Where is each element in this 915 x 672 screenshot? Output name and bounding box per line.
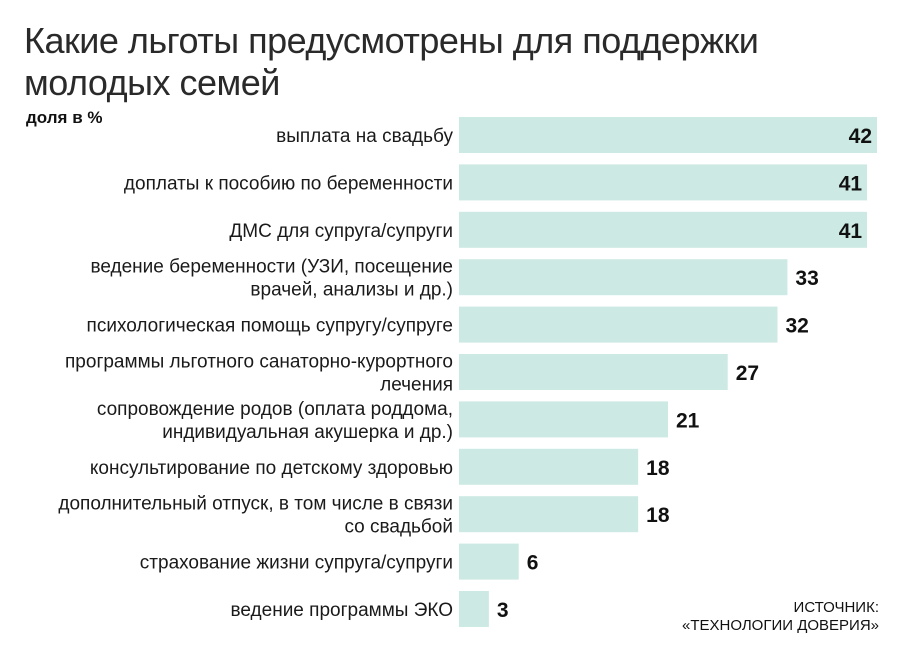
category-label-6: сопровождение родов (оплата роддома, инди…: [97, 399, 453, 443]
bar-3: [459, 259, 788, 296]
bar-4: [459, 306, 778, 343]
value-label-6: 21: [676, 409, 700, 432]
category-label-9: страхование жизни супруга/супруги: [140, 553, 453, 574]
value-label-8: 18: [646, 504, 670, 527]
category-label-2: ДМС для супруга/супруги: [229, 221, 453, 242]
category-label-10: ведение программы ЭКО: [231, 600, 453, 621]
category-label-1: доплаты к пособию по беременности: [124, 173, 453, 194]
value-label-9: 6: [527, 552, 539, 575]
bar-0: [459, 117, 877, 153]
category-label-8: дополнительный отпуск, в том числе в свя…: [58, 494, 453, 538]
category-label-0: выплата на свадьбу: [276, 126, 453, 147]
bar-2: [459, 211, 868, 248]
bar-9: [459, 543, 519, 580]
category-label-4: психологическая помощь супругу/супруге: [87, 316, 453, 337]
source-note: ИСТОЧНИК: «ТЕХНОЛОГИИ ДОВЕРИЯ»: [682, 599, 879, 635]
source-name: «ТЕХНОЛОГИИ ДОВЕРИЯ»: [681, 617, 879, 634]
bar-7: [459, 448, 639, 485]
value-label-4: 32: [785, 315, 808, 338]
value-label-5: 27: [736, 362, 759, 385]
value-label-1: 41: [839, 172, 863, 195]
value-label-0: 42: [849, 125, 872, 148]
bar-5: [459, 354, 728, 390]
category-label-3: ведение беременности (УЗИ, посещение врач…: [90, 257, 453, 301]
unit-label: доля в %: [26, 108, 103, 127]
bar-6: [459, 401, 668, 438]
value-label-2: 41: [839, 220, 863, 243]
category-label-5: программы льготного санаторно-курортного…: [65, 352, 453, 396]
value-label-10: 3: [497, 599, 509, 622]
category-label-7: консультирование по детскому здоровью: [90, 458, 453, 479]
value-label-7: 18: [646, 457, 670, 480]
chart-title: Какие льготы предусмотрены для поддержки…: [24, 20, 759, 103]
source-label: ИСТОЧНИК:: [793, 599, 879, 616]
bar-10: [459, 591, 489, 627]
value-label-3: 33: [795, 267, 818, 290]
bar-1: [459, 164, 868, 201]
bar-8: [459, 496, 639, 533]
